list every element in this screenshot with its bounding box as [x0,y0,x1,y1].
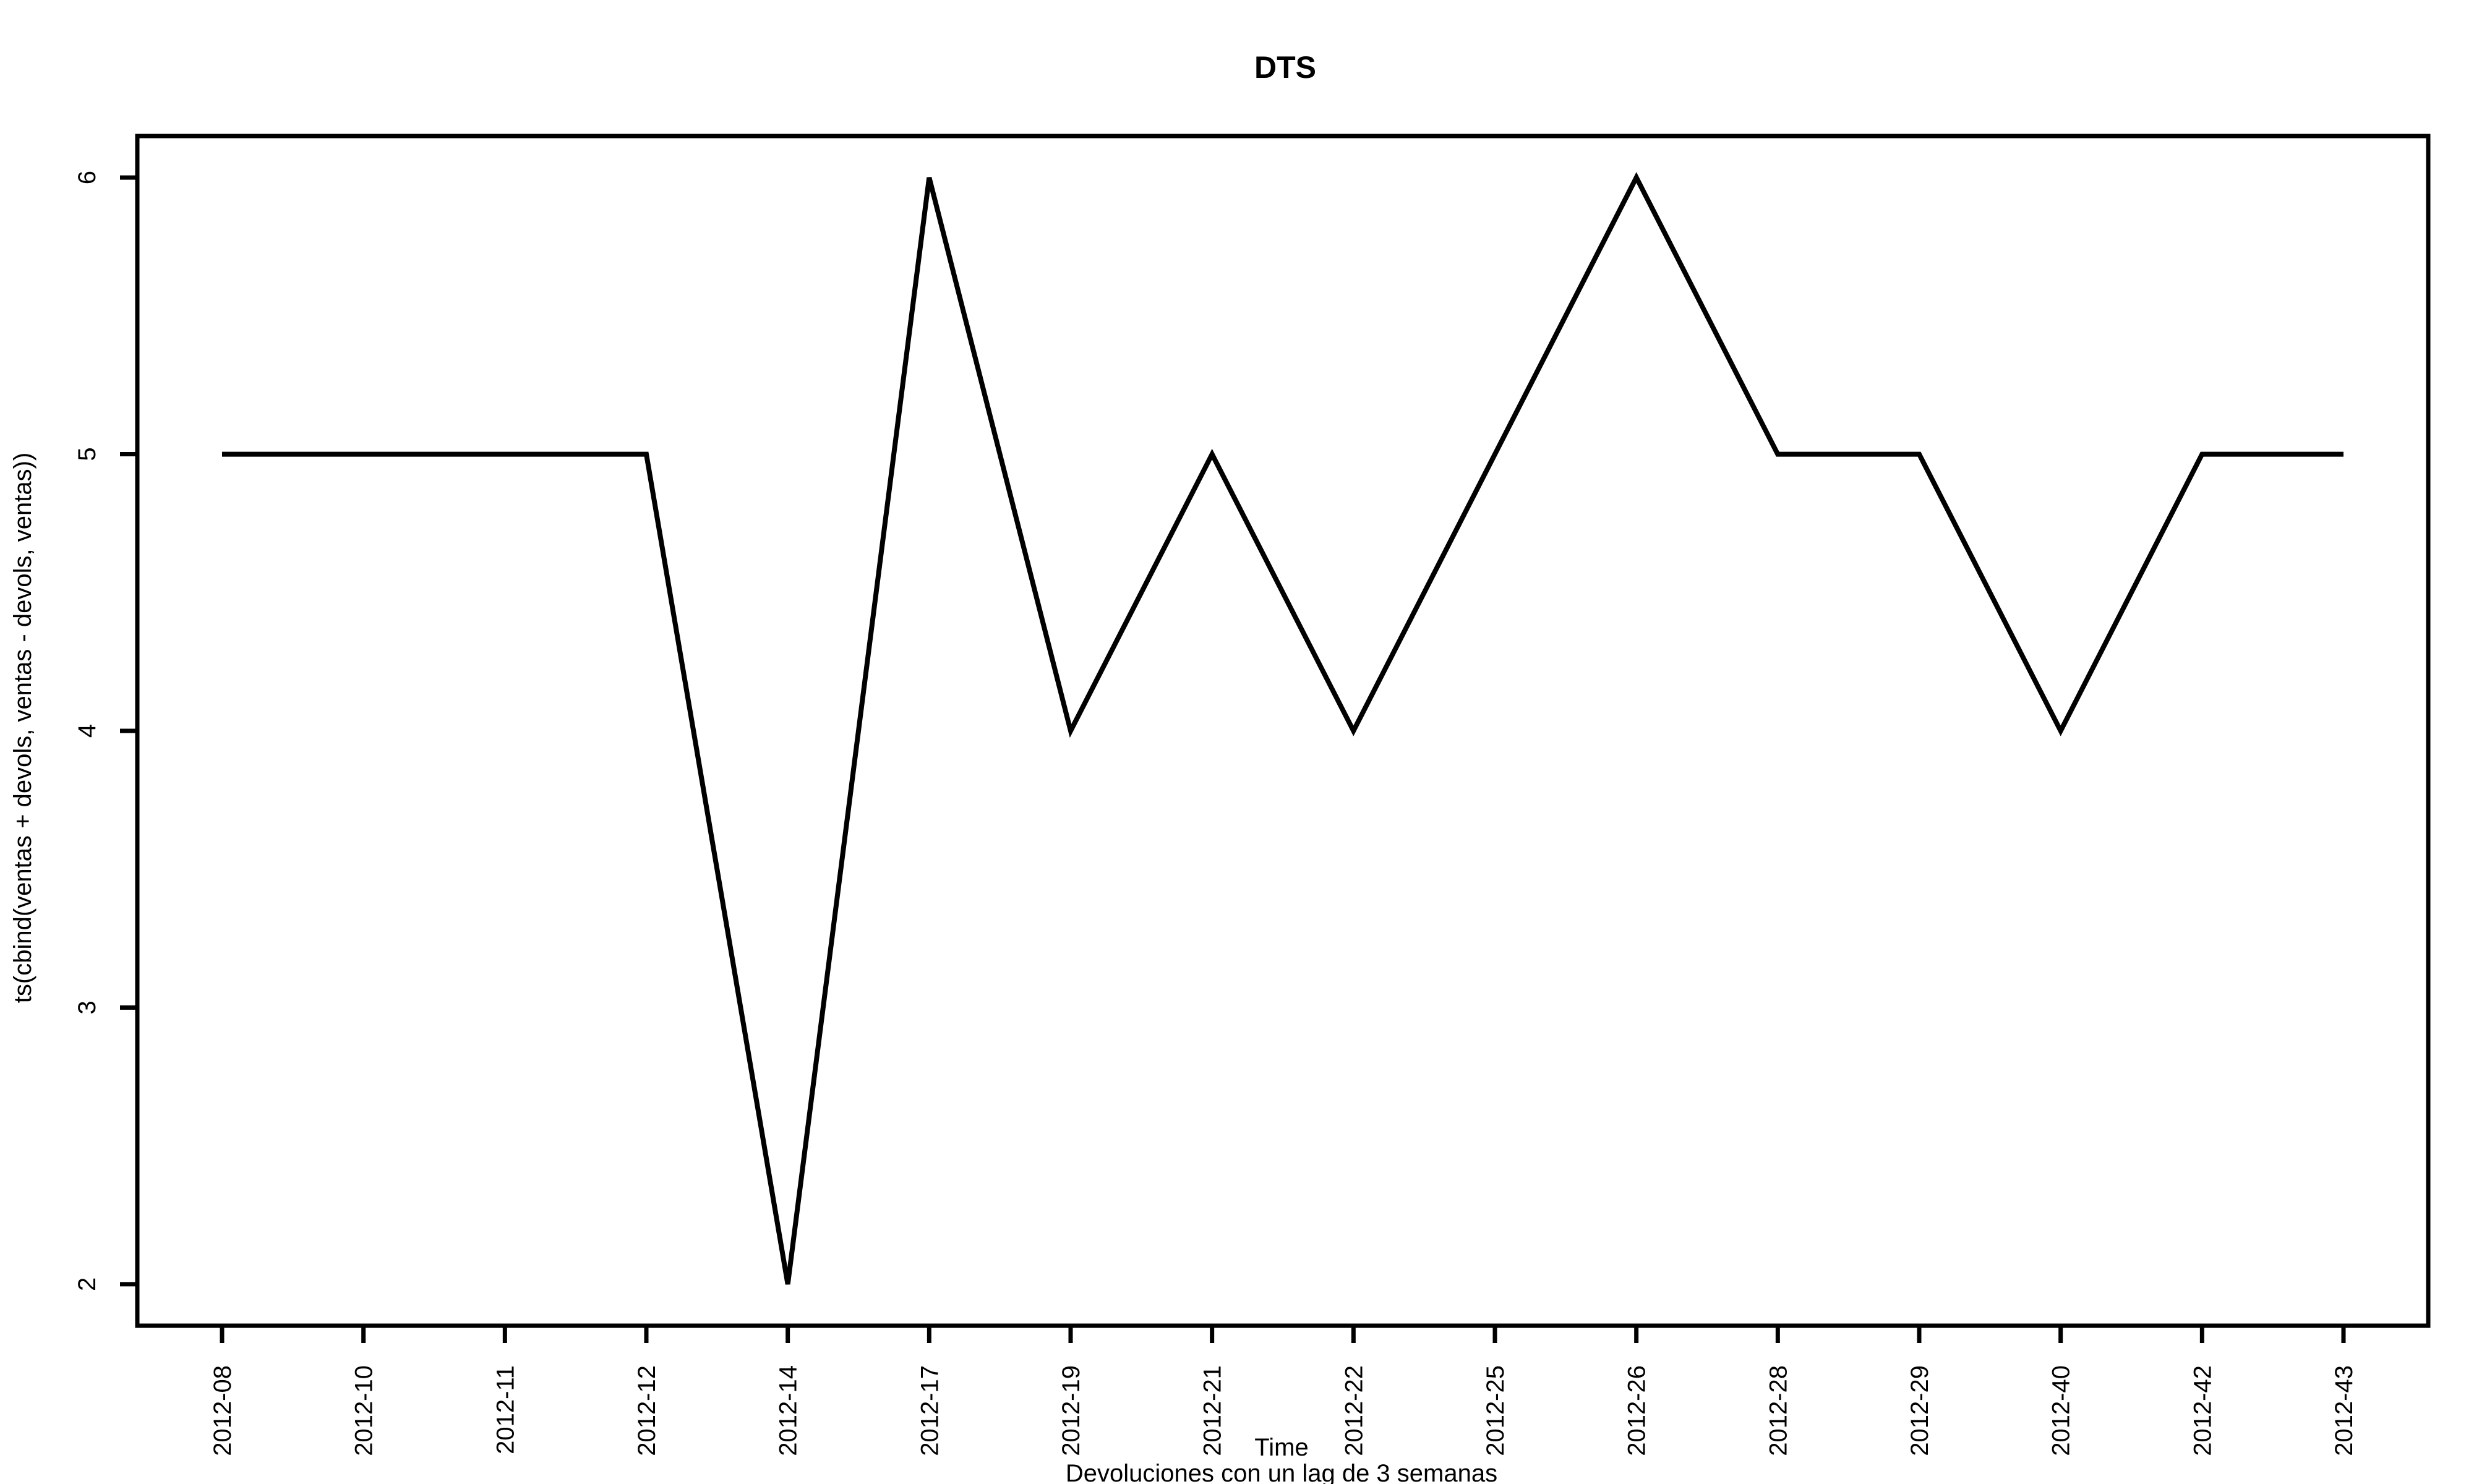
y-axis-label: ts(cbind(ventas + devols, ventas - devol… [9,453,36,1003]
y-tick-label: 5 [74,447,101,461]
x-tick-label: 2012-22 [1340,1365,1368,1456]
x-tick-label: 2012-11 [492,1365,519,1454]
x-tick-label: 2012-26 [1624,1365,1651,1456]
x-tick-label: 2012-08 [209,1365,236,1456]
chart-title: DTS [1254,50,1316,85]
x-tick-label: 2012-29 [1906,1365,1933,1456]
x-tick-label: 2012-17 [916,1365,943,1456]
y-tick-label: 2 [74,1277,101,1291]
plot-frame [135,134,2431,1328]
y-tick-label: 3 [74,1000,101,1014]
x-tick-label: 2012-10 [351,1365,378,1456]
x-ticks: 2012-08 2012-10 2012-11 2012-12 2012-14 2012-… [209,1326,2358,1456]
x-tick-label: 2012-14 [775,1365,802,1456]
y-ticks: 2 3 4 5 6 [74,171,137,1291]
y-tick-label: 6 [74,171,101,184]
x-tick-label: 2012-42 [2189,1365,2216,1456]
x-tick-label: 2012-19 [1058,1365,1085,1456]
x-tick-label: 2012-40 [2048,1365,2075,1456]
y-tick-label: 4 [74,724,101,738]
x-tick-label: 2012-28 [1765,1365,1792,1456]
x-axis-label: Time [1254,1434,1308,1461]
x-tick-label: 2012-43 [2331,1365,2358,1456]
series-line [222,172,2343,1285]
x-tick-label: 2012-21 [1199,1365,1226,1456]
x-axis-subtitle: Devoluciones con un lag de 3 semanas [1066,1460,1497,1484]
x-tick-label: 2012-12 [633,1365,661,1456]
x-tick-label: 2012-25 [1482,1365,1509,1456]
